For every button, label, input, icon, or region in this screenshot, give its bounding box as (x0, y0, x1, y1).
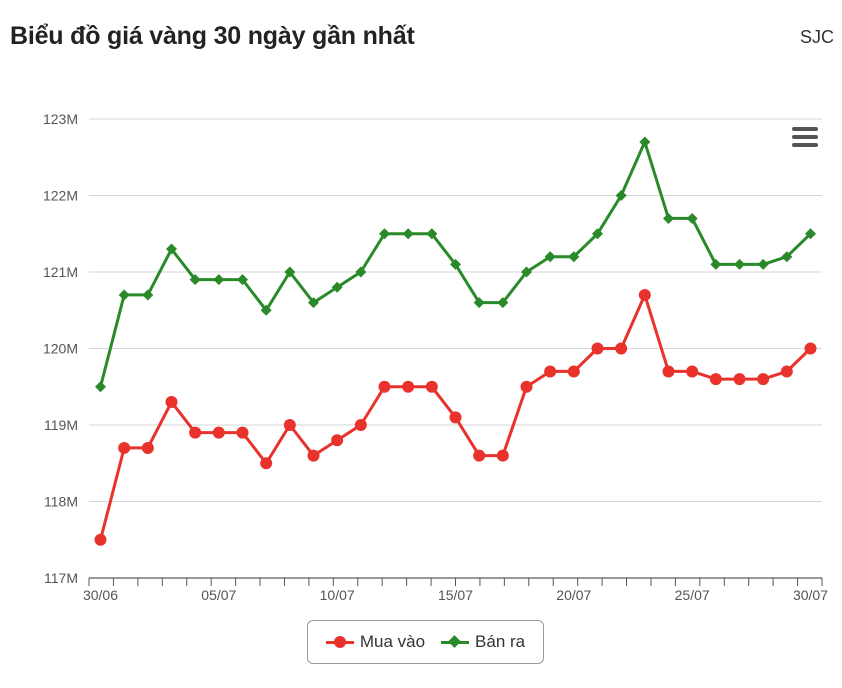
data-point[interactable] (544, 251, 556, 263)
data-point[interactable] (473, 449, 486, 462)
data-point[interactable] (496, 449, 509, 462)
data-point[interactable] (118, 441, 131, 454)
data-point[interactable] (521, 266, 532, 278)
legend-diamond-icon (441, 635, 470, 649)
data-point[interactable] (591, 342, 604, 355)
data-point[interactable] (757, 258, 769, 270)
y-tick-label: 119M (44, 417, 78, 433)
data-point[interactable] (804, 342, 817, 355)
data-point[interactable] (379, 228, 390, 240)
data-point[interactable] (141, 441, 154, 454)
source-label: SJC (799, 27, 834, 47)
data-point[interactable] (189, 274, 201, 286)
legend-label-ban-ra: Bán ra (475, 632, 526, 651)
data-point[interactable] (165, 396, 178, 409)
data-point[interactable] (166, 243, 177, 255)
data-point[interactable] (426, 228, 438, 240)
data-point[interactable] (568, 251, 580, 263)
data-point[interactable] (662, 365, 675, 378)
data-point[interactable] (307, 449, 320, 462)
data-point[interactable] (710, 258, 722, 270)
data-point[interactable] (355, 266, 367, 278)
data-point[interactable] (449, 411, 462, 424)
chart-legend: Mua vào Bán ra (307, 620, 544, 664)
data-point[interactable] (213, 274, 225, 286)
legend-circle-icon (325, 635, 354, 649)
y-tick-label: 121M (43, 264, 78, 280)
data-point[interactable] (260, 457, 273, 470)
gold-price-chart: 117M 118M 119M 120M 121M 122M 123M 30/06 05/07 1… (43, 111, 828, 603)
y-tick-label: 117M (44, 570, 78, 586)
data-point[interactable] (805, 228, 816, 240)
data-point[interactable] (450, 258, 461, 270)
data-point[interactable] (260, 304, 272, 316)
y-tick-label: 120M (43, 341, 78, 357)
x-tick-label: 30/06 (83, 587, 118, 603)
data-point[interactable] (567, 365, 580, 378)
data-point[interactable] (592, 228, 603, 240)
data-point[interactable] (189, 426, 202, 439)
data-point[interactable] (734, 258, 745, 270)
data-point[interactable] (473, 297, 485, 309)
x-tick-label: 30/07 (793, 587, 828, 603)
data-point[interactable] (780, 365, 793, 378)
data-point[interactable] (544, 365, 557, 378)
data-point[interactable] (308, 297, 319, 309)
data-point[interactable] (237, 274, 248, 286)
data-point[interactable] (236, 426, 249, 439)
data-point[interactable] (331, 281, 343, 293)
data-point[interactable] (425, 380, 438, 393)
chart-menu-icon[interactable] (790, 125, 820, 151)
data-point[interactable] (284, 266, 296, 278)
data-point[interactable] (520, 380, 533, 393)
data-point[interactable] (615, 342, 628, 355)
data-point[interactable] (781, 251, 793, 263)
x-tick-label: 15/07 (438, 587, 473, 603)
legend-label-mua-vao: Mua vào (359, 632, 426, 651)
data-point[interactable] (733, 373, 746, 386)
data-point[interactable] (497, 297, 509, 309)
data-point[interactable] (378, 380, 391, 393)
x-tick-label: 05/07 (201, 587, 236, 603)
legend-item-mua-vao[interactable]: Mua vào (325, 632, 426, 652)
x-tick-label: 25/07 (675, 587, 710, 603)
x-tick-label: 10/07 (320, 587, 355, 603)
data-point[interactable] (354, 419, 367, 431)
data-point[interactable] (331, 434, 344, 447)
data-point[interactable] (638, 288, 651, 301)
data-point[interactable] (402, 380, 415, 393)
data-point[interactable] (709, 373, 722, 386)
data-point[interactable] (94, 533, 107, 546)
y-tick-label: 122M (43, 188, 78, 204)
data-point[interactable] (212, 426, 225, 439)
data-point[interactable] (663, 212, 674, 224)
y-tick-label: 123M (43, 111, 78, 127)
data-point[interactable] (142, 289, 154, 301)
data-point[interactable] (615, 190, 627, 201)
data-point[interactable] (95, 381, 106, 393)
y-tick-label: 118M (44, 494, 78, 510)
data-point[interactable] (686, 212, 698, 224)
data-point[interactable] (283, 419, 296, 431)
legend-item-ban-ra[interactable]: Bán ra (441, 632, 525, 652)
data-point[interactable] (757, 373, 770, 386)
data-point[interactable] (639, 136, 651, 148)
data-point[interactable] (402, 228, 414, 240)
chart-title: Biểu đồ giá vàng 30 ngày gần nhất (10, 22, 415, 50)
x-tick-label: 20/07 (556, 587, 591, 603)
data-point[interactable] (686, 365, 699, 378)
data-point[interactable] (118, 289, 130, 301)
